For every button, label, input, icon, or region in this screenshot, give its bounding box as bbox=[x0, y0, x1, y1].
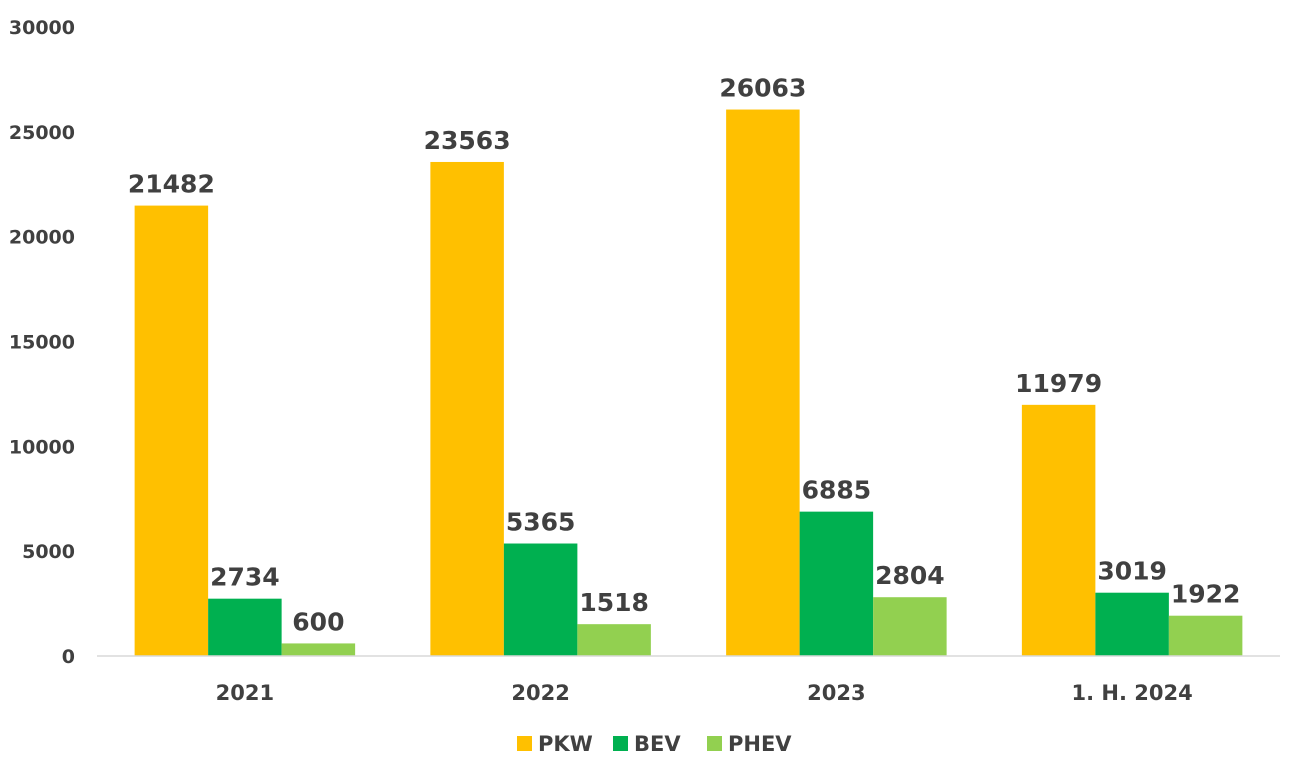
data-label: 21482 bbox=[128, 170, 215, 199]
x-tick-label: 1. H. 2024 bbox=[1072, 681, 1193, 705]
legend-label-pkw: PKW bbox=[538, 732, 593, 756]
data-label: 6885 bbox=[802, 476, 872, 505]
bar-bev bbox=[208, 598, 282, 656]
bar-phev bbox=[873, 597, 947, 656]
legend-swatch-phev bbox=[707, 736, 722, 751]
x-tick-label: 2021 bbox=[216, 681, 274, 705]
y-tick-label: 0 bbox=[62, 646, 75, 668]
bar-pkw bbox=[726, 109, 800, 656]
data-label: 23563 bbox=[424, 126, 511, 155]
legend-swatch-bev bbox=[613, 736, 628, 751]
legend: PKW BEV PHEV bbox=[517, 732, 792, 756]
legend-swatch-pkw bbox=[517, 736, 532, 751]
y-tick-label: 10000 bbox=[9, 436, 75, 458]
bar-pkw bbox=[1021, 404, 1096, 656]
y-tick-label: 5000 bbox=[22, 541, 75, 563]
y-tick-label: 20000 bbox=[9, 227, 75, 249]
data-label: 2734 bbox=[210, 563, 280, 592]
x-tick-label: 2022 bbox=[511, 681, 569, 705]
bar-bev bbox=[503, 543, 578, 656]
x-tick-label: 2023 bbox=[807, 681, 865, 705]
data-label: 1518 bbox=[579, 588, 649, 617]
y-axis: 0 5000 10000 15000 20000 25000 30000 bbox=[9, 17, 75, 668]
data-label: 5365 bbox=[506, 508, 576, 537]
bar-phev bbox=[1168, 615, 1243, 656]
bar-phev bbox=[577, 624, 651, 656]
x-axis: 2021 2022 2023 1. H. 2024 bbox=[216, 681, 1193, 705]
legend-label-phev: PHEV bbox=[728, 732, 792, 756]
data-label: 26063 bbox=[719, 74, 806, 103]
y-tick-label: 25000 bbox=[9, 122, 75, 144]
data-label: 1922 bbox=[1171, 580, 1241, 609]
y-tick-label: 30000 bbox=[9, 17, 75, 39]
y-tick-label: 15000 bbox=[9, 332, 75, 354]
data-label: 11979 bbox=[1015, 369, 1102, 398]
legend-label-bev: BEV bbox=[634, 732, 681, 756]
bar-pkw bbox=[430, 161, 504, 656]
bar-pkw bbox=[134, 205, 209, 657]
bar-phev bbox=[281, 643, 356, 656]
bar-bev bbox=[1095, 592, 1169, 656]
data-label: 2804 bbox=[875, 561, 945, 590]
plot-area: 21482 2734 600 23563 5365 1518 26063 6885 2804 11… bbox=[128, 74, 1243, 657]
data-label: 600 bbox=[292, 607, 344, 636]
data-label: 3019 bbox=[1097, 557, 1167, 586]
bar-bev bbox=[799, 511, 874, 656]
